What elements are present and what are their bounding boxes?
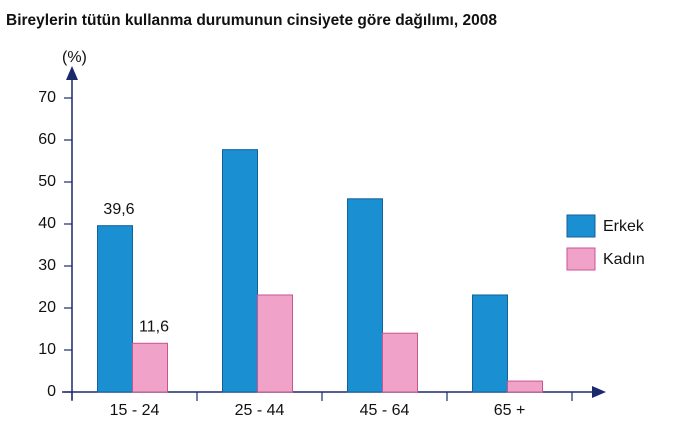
x-tick-label: 65 + bbox=[494, 402, 526, 419]
chart-title: Bireylerin tütün kullanma durumunun cins… bbox=[6, 12, 497, 29]
y-axis-label: (%) bbox=[62, 49, 87, 66]
bar bbox=[222, 149, 258, 393]
y-tick-label: 20 bbox=[38, 299, 56, 316]
bar bbox=[507, 380, 543, 393]
x-tick-label: 25 - 44 bbox=[235, 402, 285, 419]
y-tick-label: 10 bbox=[38, 341, 56, 358]
x-tick-label: 45 - 64 bbox=[360, 402, 410, 419]
y-tick-label: 30 bbox=[38, 257, 56, 274]
bar bbox=[472, 294, 508, 393]
x-tick-label: 15 - 24 bbox=[110, 402, 160, 419]
bar bbox=[132, 342, 168, 393]
x-axis-arrow bbox=[592, 386, 606, 398]
bar bbox=[382, 332, 418, 393]
value-label: 11,6 bbox=[139, 318, 169, 335]
y-tick-label: 60 bbox=[38, 131, 56, 148]
bar bbox=[97, 225, 133, 393]
value-label: 39,6 bbox=[103, 201, 134, 218]
y-tick-label: 50 bbox=[38, 173, 56, 190]
legend-label: Erkek bbox=[603, 218, 645, 235]
y-tick-label: 0 bbox=[47, 383, 56, 400]
y-tick-label: 40 bbox=[38, 215, 56, 232]
legend-swatch bbox=[566, 214, 596, 238]
bar bbox=[257, 294, 293, 393]
y-tick-label: 70 bbox=[38, 89, 56, 106]
legend-swatch bbox=[566, 247, 596, 271]
bar bbox=[347, 198, 383, 393]
legend-label: Kadın bbox=[603, 251, 645, 268]
y-axis-arrow bbox=[66, 66, 78, 80]
